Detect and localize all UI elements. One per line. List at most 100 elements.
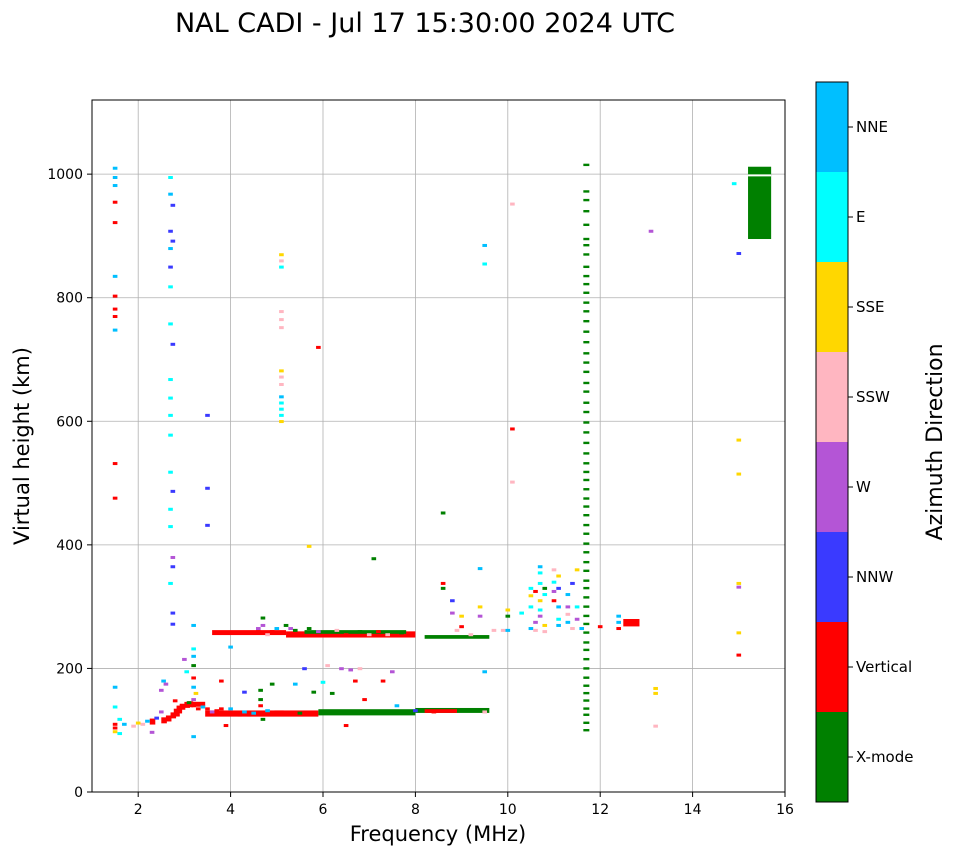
echo-point	[505, 608, 511, 612]
band-gap	[748, 174, 772, 177]
echo-point	[528, 627, 534, 631]
echo-band	[286, 631, 416, 638]
echo-point	[482, 243, 488, 247]
echo-point	[648, 229, 654, 233]
echo-point	[219, 707, 224, 711]
echo-point	[256, 630, 261, 634]
echo-point	[583, 605, 590, 608]
echo-point	[170, 239, 176, 243]
echo-point	[191, 698, 196, 702]
echo-point	[112, 315, 118, 319]
echo-point	[316, 345, 321, 349]
echo-point	[528, 605, 534, 609]
echo-point	[260, 616, 266, 620]
echo-point	[500, 628, 506, 632]
y-tick-label: 1000	[47, 167, 83, 183]
colorbar-swatch-sse	[816, 262, 848, 352]
echo-point	[163, 682, 169, 686]
echo-point	[380, 679, 386, 683]
echo-point	[736, 581, 742, 585]
echo-point	[165, 715, 172, 722]
echo-point	[193, 691, 199, 695]
echo-point	[616, 620, 621, 624]
x-tick-label: 10	[499, 802, 517, 818]
echo-point	[505, 628, 511, 632]
echo-point	[385, 633, 390, 637]
echo-point	[297, 711, 303, 715]
colorbar-label: W	[856, 478, 871, 496]
echo-point	[168, 192, 173, 196]
echo-point	[112, 274, 118, 278]
echo-point	[556, 574, 561, 578]
echo-point	[440, 581, 446, 585]
echo-point	[168, 470, 173, 474]
echo-point	[176, 705, 183, 712]
echo-point	[574, 568, 580, 572]
echo-point	[170, 611, 176, 615]
echo-point	[246, 713, 252, 717]
echo-point	[583, 190, 590, 193]
echo-point	[168, 413, 173, 417]
echo-point	[292, 682, 298, 686]
y-axis-ticks: 0 200 400 600 800 1000	[47, 167, 92, 801]
echo-point	[205, 413, 210, 417]
echo-point	[279, 318, 284, 322]
echo-point	[556, 623, 561, 627]
colorbar-label: NNW	[856, 568, 893, 586]
echo-point	[583, 210, 590, 213]
echo-point	[339, 667, 344, 671]
echo-point	[279, 413, 284, 417]
echo-point	[583, 721, 590, 724]
echo-point	[154, 716, 159, 720]
colorbar-label: SSW	[856, 388, 890, 406]
echo-point	[583, 488, 590, 491]
echo-point	[583, 579, 590, 582]
echo-point	[653, 724, 658, 728]
echo-point	[258, 698, 263, 702]
azimuth-colorbar: X-mode Vertical NNW W SSW SSE E NNE	[815, 81, 913, 803]
echo-point	[583, 560, 590, 564]
y-tick-label: 800	[56, 291, 83, 307]
colorbar-swatch-x-mode	[816, 712, 848, 802]
echo-point	[237, 713, 243, 717]
echo-point	[542, 623, 548, 627]
echo-point	[431, 710, 437, 714]
echo-point	[186, 701, 192, 705]
echo-point	[583, 569, 590, 573]
echo-point	[556, 586, 561, 590]
echo-point	[440, 586, 446, 590]
echo-point	[583, 223, 590, 227]
chart-title: NAL CADI - Jul 17 15:30:00 2024 UTC	[175, 8, 675, 39]
echo-point	[491, 628, 497, 632]
echo-point	[182, 657, 187, 661]
echo-point	[219, 679, 224, 683]
echo-point	[583, 699, 590, 702]
echo-band	[424, 635, 490, 639]
echo-point	[583, 265, 590, 269]
echo-point	[117, 732, 123, 736]
colorbar-swatch-nnw	[816, 532, 848, 622]
echo-point	[459, 614, 464, 618]
echo-point	[265, 709, 270, 713]
echo-point	[292, 628, 298, 632]
echo-point	[537, 608, 543, 612]
echo-point	[288, 627, 293, 631]
echo-point	[112, 307, 118, 311]
echo-point	[251, 711, 257, 715]
echo-point	[440, 511, 446, 515]
echo-point	[583, 729, 590, 732]
echo-point	[583, 713, 590, 716]
x-tick-label: 8	[411, 802, 420, 818]
echo-point	[112, 294, 118, 298]
x-tick-label: 6	[319, 802, 328, 818]
echo-point	[168, 507, 173, 511]
echo-point	[112, 462, 118, 466]
colorbar-title: Azimuth Direction	[923, 343, 948, 540]
echo-point	[260, 717, 266, 721]
echo-point	[583, 410, 590, 414]
echo-point	[394, 704, 400, 708]
echo-point	[413, 709, 418, 713]
echo-point	[117, 717, 123, 721]
echo-point	[583, 641, 590, 644]
echo-point	[583, 631, 590, 634]
